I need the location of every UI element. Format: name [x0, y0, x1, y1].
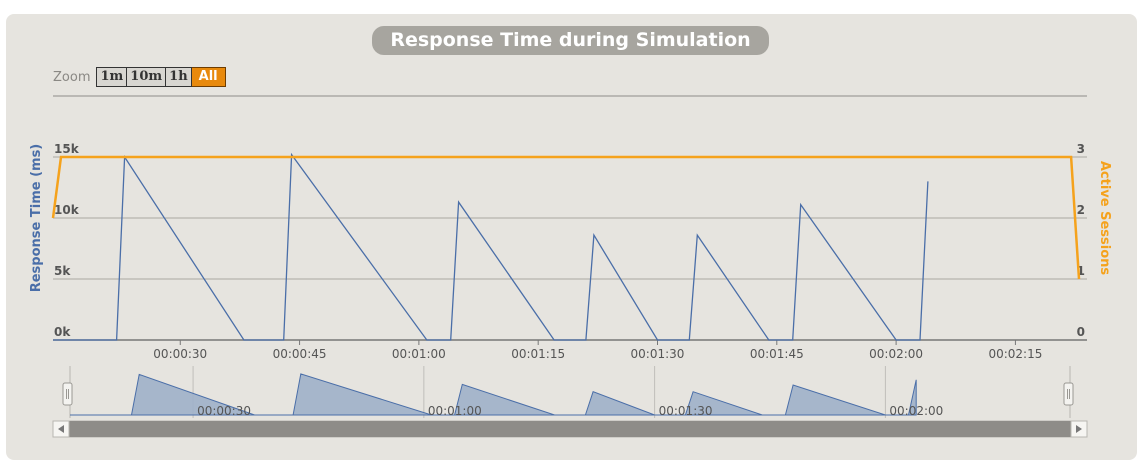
- navigator-scrollbar[interactable]: [52, 420, 1088, 438]
- chart-title: Response Time during Simulation: [372, 26, 769, 55]
- navigator-handle-right[interactable]: [1063, 382, 1074, 406]
- x-tick-label: 00:02:15: [988, 347, 1042, 361]
- navigator-area: [70, 373, 917, 416]
- y2-tick-label: 0: [1077, 325, 1085, 339]
- zoom-label: Zoom: [53, 69, 91, 85]
- x-tick-label: 00:01:45: [750, 347, 804, 361]
- x-tick-label: 00:01:00: [392, 347, 446, 361]
- y2-tick-label: 3: [1077, 142, 1085, 156]
- x-tick-label: 00:01:30: [631, 347, 685, 361]
- x-tick-label: 00:00:30: [153, 347, 207, 361]
- navigator-handle-left[interactable]: [62, 382, 73, 406]
- x-tick-label: 00:02:00: [869, 347, 923, 361]
- navigator-tick-label: 00:00:30: [197, 404, 251, 418]
- y-tick-label: 10k: [54, 203, 80, 217]
- zoom-1m-button[interactable]: 1m: [96, 67, 128, 87]
- y-tick-label: 0k: [54, 325, 71, 339]
- handle-body: [62, 382, 73, 406]
- zoom-10m-button[interactable]: 10m: [127, 67, 167, 87]
- active-sessions-line: [51, 155, 1081, 280]
- navigator-tick-label: 00:02:00: [889, 404, 943, 418]
- x-tick-label: 00:00:45: [273, 347, 327, 361]
- y2-tick-label: 2: [1077, 203, 1085, 217]
- y2-tick-label: 1: [1077, 264, 1085, 278]
- y2-axis-title: Active Sessions: [1097, 161, 1112, 276]
- scrollbar-thumb: [69, 421, 1071, 437]
- x-tick-label: 00:01:15: [511, 347, 565, 361]
- y-axis-title: Response Time (ms): [29, 144, 44, 293]
- chart-panel: [6, 14, 1137, 460]
- arrow-left-icon: [58, 425, 64, 433]
- handle-body: [1063, 382, 1074, 406]
- navigator-tick-label: 00:01:30: [659, 404, 713, 418]
- y-tick-label: 15k: [54, 142, 80, 156]
- arrow-right-icon: [1076, 425, 1082, 433]
- zoom-controls: Zoom 1m 10m 1h All: [53, 67, 226, 87]
- y-tick-label: 5k: [54, 264, 71, 278]
- zoom-1h-button[interactable]: 1h: [166, 67, 192, 87]
- response-time-line: [53, 152, 929, 341]
- zoom-all-button[interactable]: All: [191, 67, 226, 87]
- navigator-tick-label: 00:01:00: [428, 404, 482, 418]
